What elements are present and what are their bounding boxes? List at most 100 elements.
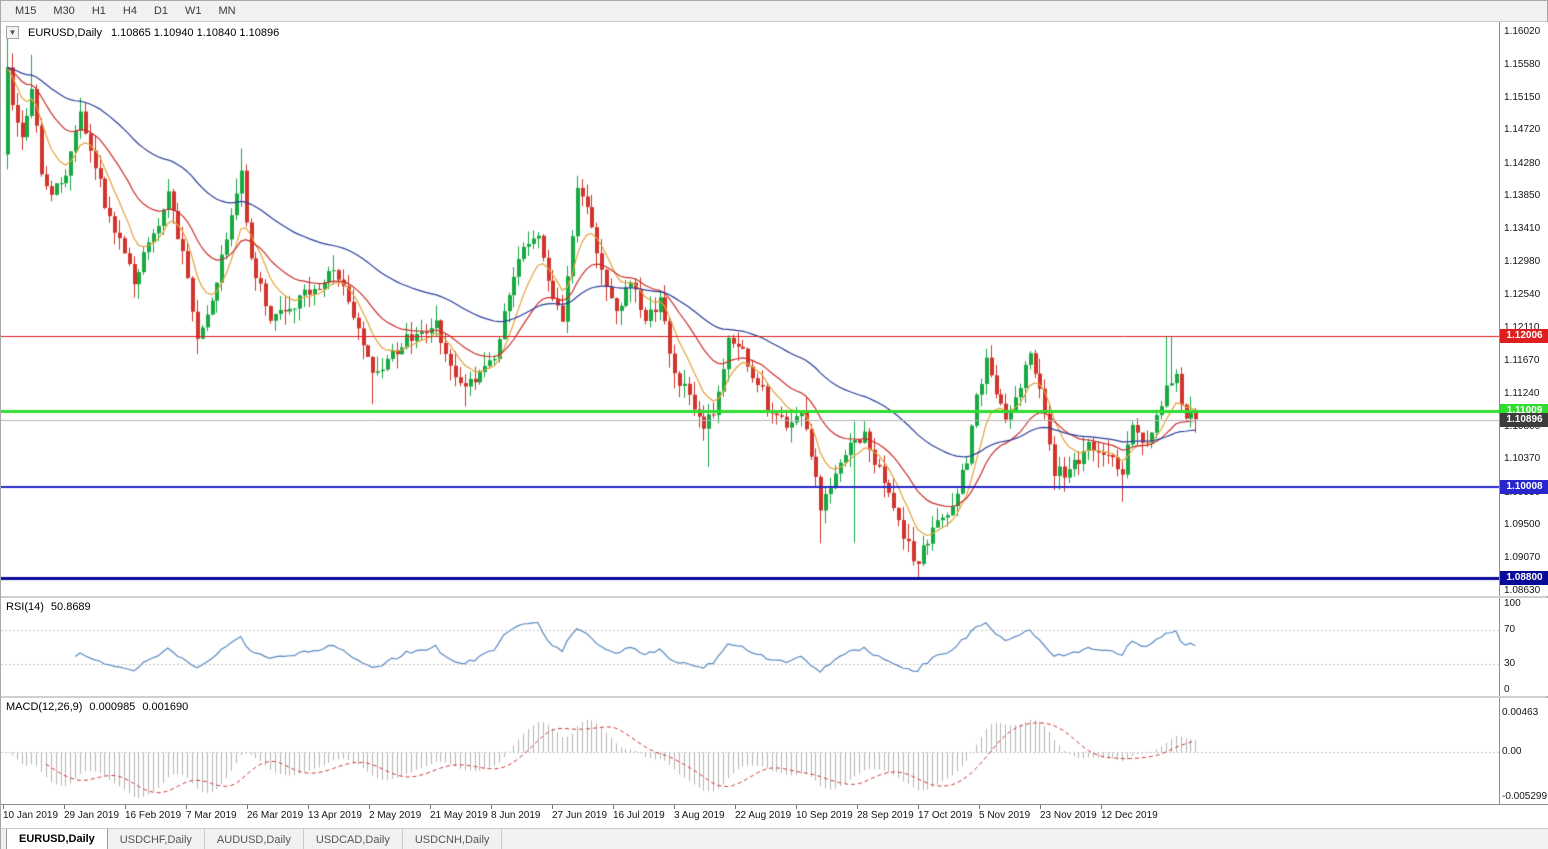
time-axis-tick <box>125 805 126 809</box>
timeframe-button-h1[interactable]: H1 <box>85 4 113 18</box>
date-label: 10 Jan 2019 <box>3 810 59 821</box>
macd-name: MACD(12,26,9) <box>6 701 83 713</box>
date-label: 10 Sep 2019 <box>796 810 853 821</box>
date-label: 27 Jun 2019 <box>552 810 608 821</box>
panel-resize-divider[interactable] <box>1 596 1547 598</box>
time-axis-tick <box>64 805 65 809</box>
time-axis-tick <box>735 805 736 809</box>
date-label: 16 Jul 2019 <box>613 810 665 821</box>
rsi-value: 50.8689 <box>50 601 91 613</box>
time-axis-tick <box>796 805 797 809</box>
macd-indicator-label: MACD(12,26,9) 0.000985 0.001690 <box>6 701 188 713</box>
date-label: 8 Jun 2019 <box>491 810 541 821</box>
rsi-scale-label: 100 <box>1504 598 1521 609</box>
price-scale-label: 1.14280 <box>1504 157 1541 169</box>
price-scale-label: 1.12980 <box>1504 255 1541 267</box>
time-axis-tick <box>1101 805 1102 809</box>
price-scale-label: 1.16020 <box>1504 26 1541 37</box>
date-label: 2 May 2019 <box>369 810 422 821</box>
date-label: 13 Apr 2019 <box>308 810 362 821</box>
price-scale-label: 1.15580 <box>1504 59 1541 71</box>
current-price-badge: 1.10896 <box>1500 412 1548 427</box>
macd-canvas[interactable] <box>1 698 1499 804</box>
rsi-scale[interactable]: 100 70 30 0 <box>1499 598 1548 696</box>
hline-price-badge: 1.10008 <box>1500 479 1548 494</box>
price-scale-label: 1.11240 <box>1504 387 1540 399</box>
price-scale-label: 1.12540 <box>1504 289 1541 301</box>
date-label: 21 May 2019 <box>430 810 488 821</box>
price-scale-label: 1.08630 <box>1504 585 1541 596</box>
macd-scale-label: 0.00 <box>1502 746 1522 757</box>
tab-eurusd-daily[interactable]: EURUSD,Daily <box>6 829 108 849</box>
chart-tab-bar: EURUSD,Daily USDCHF,Daily AUDUSD,Daily USDC… <box>1 828 1548 849</box>
price-scale-label: 1.15150 <box>1504 91 1541 103</box>
time-axis-tick <box>552 805 553 809</box>
chevron-down-icon: ▼ <box>8 28 17 37</box>
price-scale-label: 1.13850 <box>1504 190 1541 202</box>
price-scale-label: 1.09070 <box>1504 551 1541 563</box>
price-scale-label: 1.09500 <box>1504 519 1541 531</box>
timeframe-toolbar: M15 M30 H1 H4 D1 W1 MN <box>1 1 1547 22</box>
tab-usdcnh-daily[interactable]: USDCNH,Daily <box>403 829 503 849</box>
time-axis-tick <box>369 805 370 809</box>
price-scale-label: 1.10370 <box>1504 453 1541 465</box>
chart-ohlc-label: 1.10865 1.10940 1.10840 1.10896 <box>110 26 280 39</box>
time-axis-tick <box>918 805 919 809</box>
macd-panel: MACD(12,26,9) 0.000985 0.001690 0.00463 0… <box>1 698 1548 804</box>
tab-usdcad-daily[interactable]: USDCAD,Daily <box>304 829 403 849</box>
rsi-scale-label: 70 <box>1504 623 1516 635</box>
macd-value-signal: 0.001690 <box>142 701 189 713</box>
timeframe-button-m30[interactable]: M30 <box>46 4 81 18</box>
time-axis-tick <box>613 805 614 809</box>
timeframe-button-w1[interactable]: W1 <box>178 4 209 18</box>
timeframe-button-d1[interactable]: D1 <box>147 4 175 18</box>
rsi-panel: RSI(14) 50.8689 100 70 30 0 <box>1 598 1548 696</box>
date-label: 5 Nov 2019 <box>979 810 1031 821</box>
date-label: 26 Mar 2019 <box>247 810 304 821</box>
date-label: 3 Aug 2019 <box>674 810 725 821</box>
hline-price-badge: 1.12006 <box>1500 328 1548 343</box>
time-axis-tick <box>979 805 980 809</box>
hline-price-badge: 1.08800 <box>1500 571 1548 586</box>
rsi-scale-label: 0 <box>1504 684 1510 695</box>
time-axis[interactable]: 10 Jan 2019 29 Jan 2019 16 Feb 2019 7 Mar 2… <box>1 804 1548 828</box>
time-axis-tick <box>430 805 431 809</box>
macd-scale[interactable]: 0.00463 0.00 -0.005299 <box>1499 698 1548 804</box>
date-label: 17 Oct 2019 <box>918 810 973 821</box>
time-axis-tick <box>3 805 4 809</box>
time-axis-tick <box>674 805 675 809</box>
time-axis-tick <box>857 805 858 809</box>
date-label: 22 Aug 2019 <box>735 810 792 821</box>
price-scale-label: 1.14720 <box>1504 124 1541 136</box>
price-scale[interactable]: 1.16020 1.15580 1.15150 1.14720 1.14280 1.138… <box>1499 22 1548 596</box>
price-scale-label: 1.12110 <box>1504 321 1540 333</box>
rsi-canvas[interactable] <box>1 598 1499 696</box>
rsi-indicator-label: RSI(14) 50.8689 <box>6 601 91 613</box>
date-label: 28 Sep 2019 <box>857 810 914 821</box>
price-scale-label: 1.11670 <box>1504 355 1540 367</box>
price-chart-canvas[interactable] <box>1 22 1499 596</box>
date-label: 7 Mar 2019 <box>186 810 237 821</box>
date-label: 29 Jan 2019 <box>64 810 120 821</box>
date-label: 16 Feb 2019 <box>125 810 182 821</box>
time-axis-tick <box>491 805 492 809</box>
rsi-name: RSI(14) <box>6 601 44 613</box>
timeframe-button-mn[interactable]: MN <box>212 4 243 18</box>
chart-symbol-label: EURUSD,Daily <box>28 26 102 39</box>
time-axis-tick <box>186 805 187 809</box>
macd-scale-label: -0.005299 <box>1502 791 1548 803</box>
date-label: 23 Nov 2019 <box>1040 810 1097 821</box>
time-axis-tick <box>247 805 248 809</box>
tab-audusd-daily[interactable]: AUDUSD,Daily <box>205 829 304 849</box>
tab-usdchf-daily[interactable]: USDCHF,Daily <box>108 829 205 849</box>
macd-scale-label: 0.00463 <box>1502 706 1539 718</box>
timeframe-button-m15[interactable]: M15 <box>8 4 43 18</box>
chart-collapse-button[interactable]: ▼ <box>6 26 19 39</box>
time-axis-tick <box>308 805 309 809</box>
panel-resize-divider[interactable] <box>1 696 1547 698</box>
timeframe-button-h4[interactable]: H4 <box>116 4 144 18</box>
price-scale-label: 1.13410 <box>1504 223 1541 235</box>
main-chart-panel: ▼ EURUSD,Daily 1.10865 1.10940 1.10840 1… <box>1 22 1548 596</box>
date-label: 12 Dec 2019 <box>1101 810 1158 821</box>
